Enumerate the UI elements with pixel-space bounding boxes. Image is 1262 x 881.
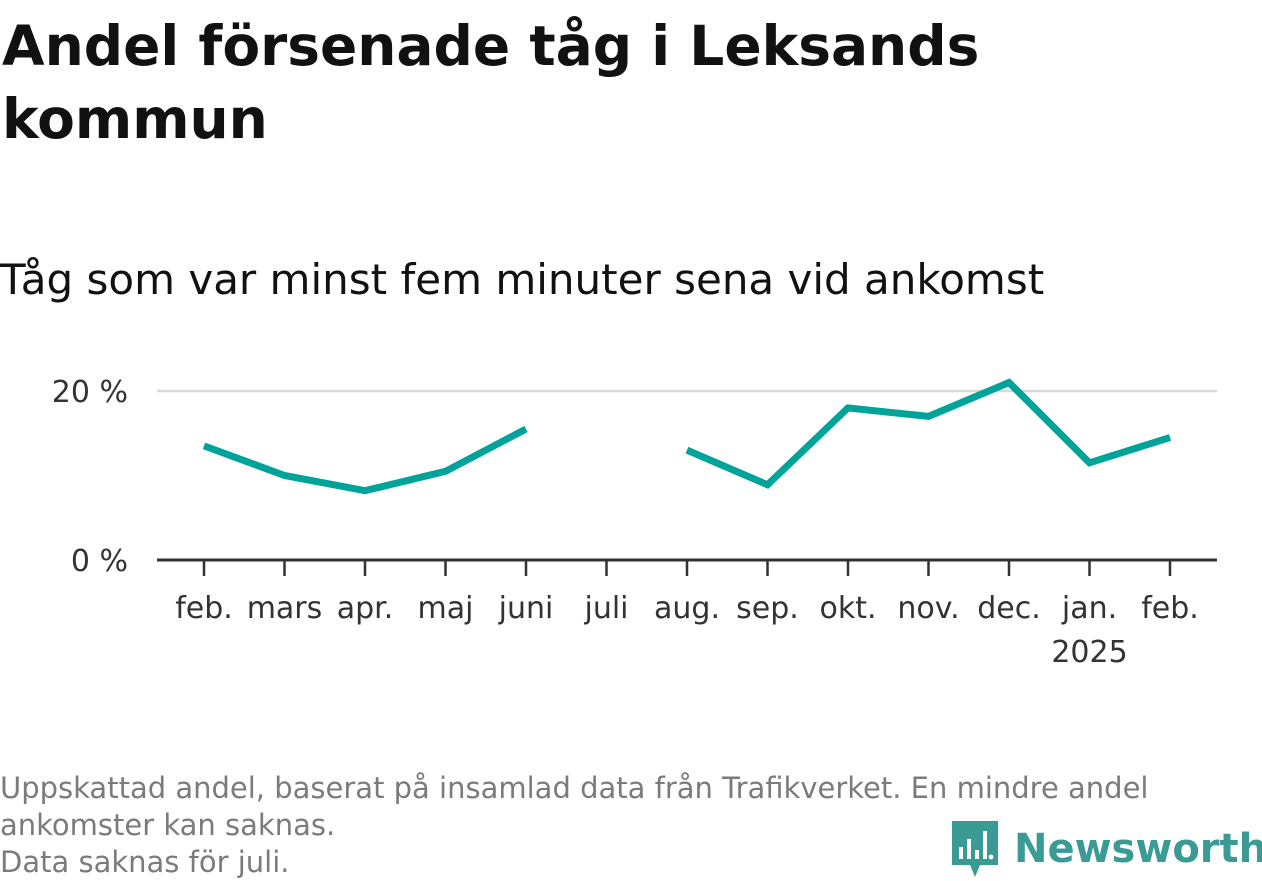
x-tick-label: feb. <box>175 591 233 626</box>
brand-logo: Newsworthy <box>950 818 1262 880</box>
y-tick-label: 0 % <box>71 544 128 579</box>
x-tick-label: maj <box>418 591 474 626</box>
x-tick-label: aug. <box>654 591 720 626</box>
x-tick-label: apr. <box>337 591 394 626</box>
x-tick-label: okt. <box>819 591 876 626</box>
x-tick-label: jan. <box>1061 591 1117 626</box>
x-tick-label: mars <box>247 591 323 626</box>
y-tick-label: 20 % <box>52 375 128 410</box>
newsworthy-logo-icon <box>950 819 1000 879</box>
x-year-label: 2025 <box>1051 635 1127 670</box>
x-tick-label: juli <box>583 591 628 626</box>
series-line-segment <box>204 429 526 491</box>
footnote-line-1: Uppskattad andel, baserat på insamlad da… <box>0 770 1250 807</box>
x-tick-label: sep. <box>736 591 799 626</box>
x-tick-label: feb. <box>1141 591 1199 626</box>
x-tick-label: juni <box>498 591 554 626</box>
series-line-segment <box>687 383 1170 485</box>
x-tick-label: nov. <box>897 591 959 626</box>
brand-name: Newsworthy <box>1014 826 1262 872</box>
x-tick-label: dec. <box>977 591 1041 626</box>
